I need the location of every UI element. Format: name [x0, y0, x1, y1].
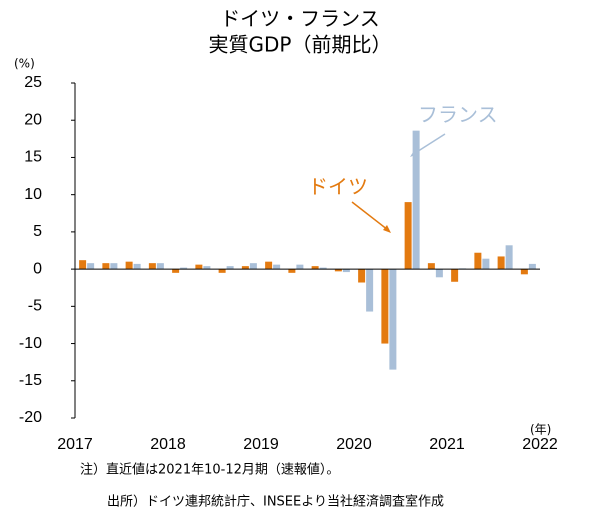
bar	[497, 256, 505, 270]
bar	[319, 267, 327, 270]
bar	[389, 269, 397, 370]
bar	[195, 264, 203, 270]
bar	[474, 252, 482, 270]
bar	[288, 269, 296, 273]
bar	[102, 263, 110, 270]
bar	[334, 269, 342, 272]
bar	[226, 266, 234, 270]
bar	[79, 260, 87, 270]
x-tick-label: 2017	[57, 436, 93, 453]
x-tick-label: 2020	[336, 436, 372, 453]
bar	[110, 263, 118, 270]
bar	[358, 269, 366, 283]
x-tick-label: 2018	[150, 436, 186, 453]
chart-title: 実質GDP（前期比）	[209, 33, 392, 57]
bar	[427, 263, 435, 270]
y-tick-label: 20	[24, 111, 42, 128]
bar	[404, 202, 412, 270]
bar	[125, 261, 133, 270]
y-tick-label: -15	[19, 372, 42, 389]
bar	[435, 269, 443, 278]
bar	[249, 263, 257, 270]
y-unit: (%)	[14, 57, 35, 71]
bar	[148, 263, 156, 270]
y-tick-label: 15	[24, 149, 42, 166]
bar	[342, 269, 350, 273]
bar	[412, 130, 420, 270]
bar	[296, 264, 304, 270]
bar	[311, 266, 319, 270]
arrow-head	[383, 225, 391, 233]
bar	[482, 258, 490, 270]
y-tick-label: 5	[33, 223, 42, 240]
bar	[241, 266, 249, 270]
bar	[87, 263, 95, 270]
bar	[273, 264, 281, 270]
bar	[172, 269, 180, 273]
y-tick-label: 0	[33, 260, 42, 277]
legend-label: フランス	[418, 103, 498, 127]
x-tick-label: 2019	[243, 436, 279, 453]
y-tick-label: -20	[19, 409, 42, 426]
bar	[528, 263, 536, 270]
note: 注）直近値は2021年10-12月期（速報値）。	[80, 462, 339, 478]
chart-title: ドイツ・フランス	[220, 7, 380, 31]
x-tick-label: 2022	[522, 436, 558, 453]
note: 出所）ドイツ連邦統計庁、INSEEより当社経済調査室作成	[107, 494, 444, 510]
bar	[265, 261, 273, 270]
bar	[381, 269, 389, 344]
bar	[505, 245, 513, 270]
y-tick-label: 10	[24, 186, 42, 203]
bar	[520, 269, 528, 275]
y-tick-label: -5	[28, 298, 42, 315]
x-unit: (年)	[530, 423, 551, 437]
legend-label: ドイツ	[308, 175, 368, 199]
y-tick-label: 25	[24, 74, 42, 91]
arrow	[351, 201, 389, 231]
bar	[203, 266, 211, 270]
bar	[156, 263, 164, 270]
bar	[451, 269, 459, 282]
bar	[218, 269, 226, 273]
y-tick-label: -10	[19, 335, 42, 352]
x-tick-label: 2021	[429, 436, 465, 453]
bar	[366, 269, 374, 312]
bar	[180, 267, 188, 270]
bar	[133, 263, 141, 270]
